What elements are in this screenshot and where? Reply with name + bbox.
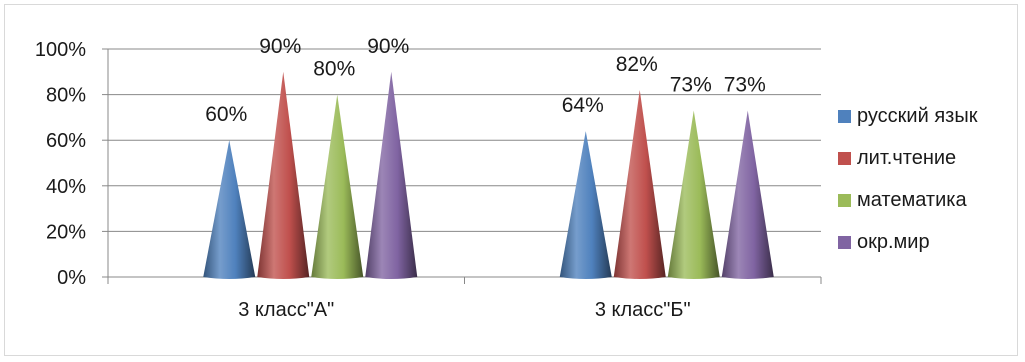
cone-3-1 xyxy=(721,110,774,279)
legend-swatch xyxy=(838,194,851,207)
x-category-label: 3 класс"Б" xyxy=(595,299,691,321)
y-tick-label: 0% xyxy=(57,267,86,289)
y-tick-label: 40% xyxy=(46,176,86,198)
cone-1-0 xyxy=(257,71,310,279)
cone-marks xyxy=(203,71,774,279)
data-label: 90% xyxy=(259,35,301,58)
legend-item-1: лит.чтение xyxy=(838,147,977,170)
legend-label: русский язык xyxy=(857,105,978,127)
data-label: 73% xyxy=(724,74,766,97)
legend-label: лит.чтение xyxy=(857,147,957,169)
cone-0-1 xyxy=(559,131,612,279)
data-label: 73% xyxy=(670,74,712,97)
chart-frame: 0% 20% 40% 60% 80% 100% 3 класс"А" 3 класс"Б" 6… xyxy=(4,4,1018,356)
cone-1-1 xyxy=(613,90,666,279)
y-tick-label: 20% xyxy=(46,221,86,243)
y-tick-label: 80% xyxy=(46,85,86,107)
legend-swatch xyxy=(838,236,851,249)
legend: русский язык лит.чтение математика окр.м… xyxy=(838,105,977,273)
data-label: 64% xyxy=(562,94,604,117)
cone-2-1 xyxy=(667,110,720,279)
legend-swatch xyxy=(838,152,851,165)
cone-2-0 xyxy=(311,94,364,279)
data-labels: 60% 64% 90% 82% 80% 73% 90% 73% xyxy=(205,35,766,126)
legend-swatch xyxy=(838,110,851,123)
cone-0-0 xyxy=(203,140,256,279)
legend-item-3: окр.мир xyxy=(838,231,977,254)
y-tick-label: 100% xyxy=(35,39,86,61)
data-label: 82% xyxy=(616,53,658,76)
data-label: 90% xyxy=(367,35,409,58)
data-label: 60% xyxy=(205,103,247,126)
y-tick-label: 60% xyxy=(46,130,86,152)
legend-item-0: русский язык xyxy=(838,105,977,128)
x-category-label: 3 класс"А" xyxy=(238,299,334,321)
chart-plot: 0% 20% 40% 60% 80% 100% 3 класс"А" 3 класс"Б" 6… xyxy=(35,35,822,321)
legend-label: математика xyxy=(857,189,967,211)
data-label: 80% xyxy=(313,58,355,81)
legend-label: окр.мир xyxy=(857,231,930,253)
cone-3-0 xyxy=(365,71,418,279)
legend-item-2: математика xyxy=(838,189,977,212)
gridlines xyxy=(108,48,821,232)
